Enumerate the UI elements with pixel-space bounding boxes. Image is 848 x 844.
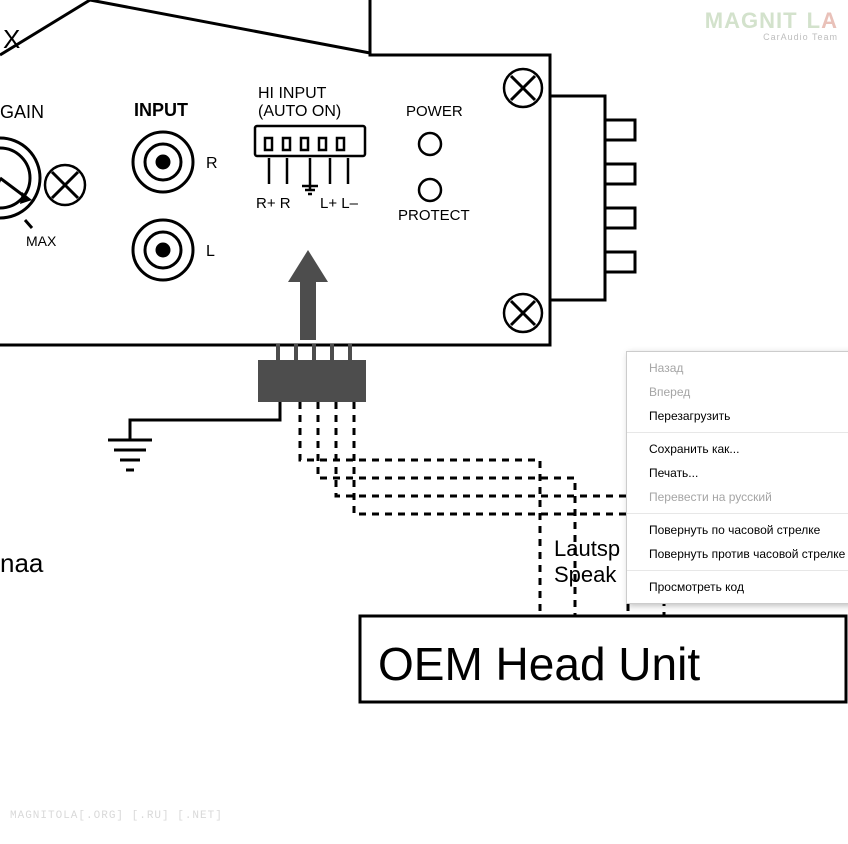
partial-naa-label: naa bbox=[0, 548, 43, 579]
pins-left: R+ R bbox=[256, 195, 291, 212]
pins-right: L+ L– bbox=[320, 195, 359, 212]
watermark-brand: MAGNIT LA CarAudio Team bbox=[705, 8, 838, 42]
max-label: MAX bbox=[26, 233, 57, 249]
context-menu-item[interactable]: Повернуть против часовой стрелке bbox=[627, 542, 848, 566]
input-r-label: R bbox=[206, 155, 218, 172]
context-menu-item[interactable]: Печать... bbox=[627, 461, 848, 485]
x-label: X bbox=[3, 24, 20, 54]
context-menu-item[interactable]: Повернуть по часовой стрелке bbox=[627, 518, 848, 542]
context-menu-item: Перевести на русский bbox=[627, 485, 848, 509]
lautsp-label: Lautsp bbox=[554, 536, 620, 561]
context-menu-item[interactable]: Перезагрузить bbox=[627, 404, 848, 428]
context-menu-item[interactable]: Сохранить как... bbox=[627, 437, 848, 461]
context-menu-item[interactable]: Просмотреть код bbox=[627, 575, 848, 599]
context-menu-separator bbox=[627, 432, 848, 433]
speak-label: Speak bbox=[554, 562, 617, 587]
hi-input-label-2: (AUTO ON) bbox=[258, 103, 341, 120]
browser-context-menu: НазадВпередПерезагрузить Сохранить как...… bbox=[626, 351, 848, 604]
context-menu-separator bbox=[627, 570, 848, 571]
watermark-footer: MAGNITOLA[.ORG] [.RU] [.NET] bbox=[10, 810, 223, 822]
oem-head-unit-label: OEM Head Unit bbox=[378, 638, 700, 690]
watermark-brand-text: MAGNIT LA bbox=[705, 8, 838, 34]
power-label: POWER bbox=[406, 103, 463, 120]
context-menu-separator bbox=[627, 513, 848, 514]
context-menu-item: Вперед bbox=[627, 380, 848, 404]
hi-input-label-1: HI INPUT bbox=[258, 85, 327, 102]
input-label: INPUT bbox=[134, 100, 188, 120]
protect-label: PROTECT bbox=[398, 207, 470, 224]
input-l-label: L bbox=[206, 243, 215, 260]
gain-label: GAIN bbox=[0, 102, 44, 122]
context-menu-item: Назад bbox=[627, 356, 848, 380]
